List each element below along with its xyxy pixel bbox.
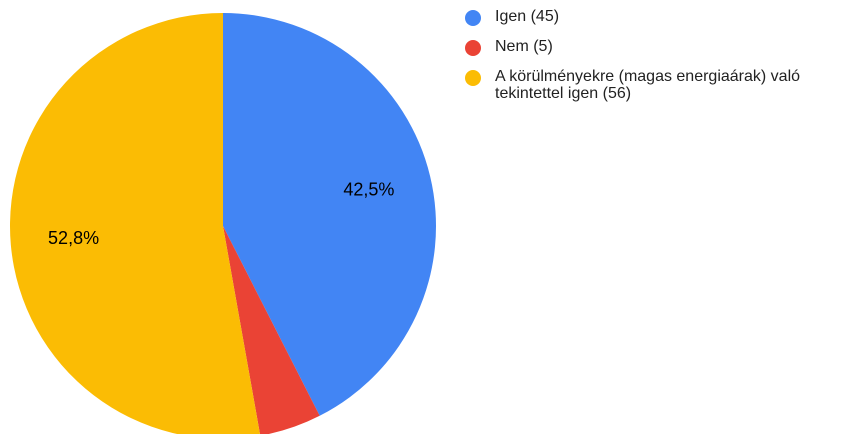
- legend-swatch: [465, 40, 481, 56]
- pie-slice: [223, 13, 437, 416]
- data-label: 52,8%: [48, 228, 99, 248]
- legend-item: A körülményekre (magas energiaárak) való…: [463, 68, 843, 102]
- legend-label: Nem (5): [495, 38, 553, 55]
- data-label: 42,5%: [343, 180, 394, 200]
- legend-item: Igen (45): [463, 8, 843, 26]
- legend-label: Igen (45): [495, 8, 560, 25]
- legend-swatch: [465, 10, 481, 26]
- pie-slice: [10, 13, 260, 434]
- legend-item: Nem (5): [463, 38, 843, 56]
- pie-slice: [223, 226, 320, 434]
- legend-swatch: [465, 70, 481, 86]
- legend: Igen (45) Nem (5) A körülményekre (magas e…: [463, 8, 843, 114]
- legend-label: A körülményekre (magas energiaárak) való…: [495, 68, 801, 102]
